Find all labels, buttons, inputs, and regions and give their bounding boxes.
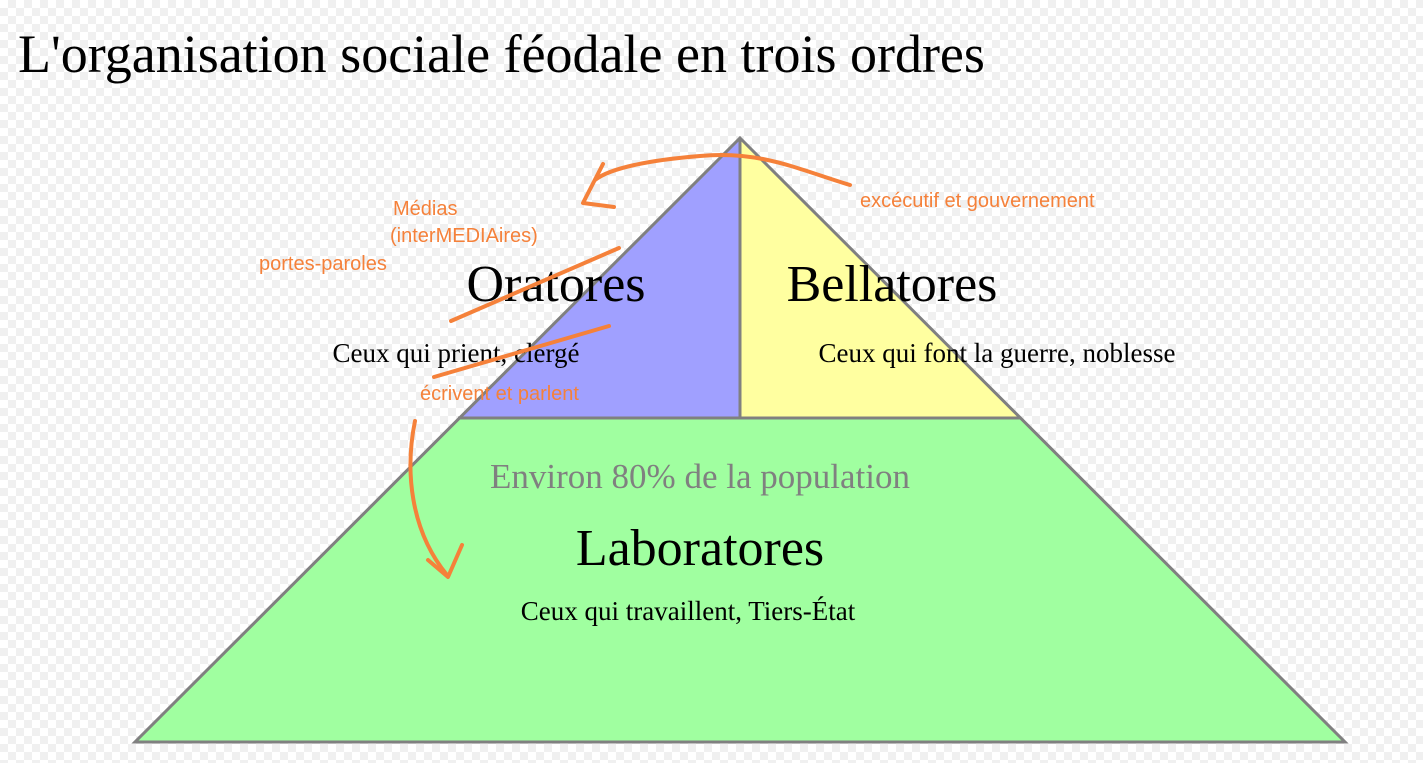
oratores-description: Ceux qui prient, clergé bbox=[333, 338, 580, 368]
annotation-executif: excécutif et gouvernement bbox=[860, 190, 1095, 212]
annotation-intermediaires: (interMEDIAires) bbox=[390, 225, 538, 247]
annotation-strokes bbox=[408, 152, 852, 579]
annotation-medias: Médias bbox=[393, 198, 457, 220]
strike-clerge bbox=[432, 324, 611, 379]
page-title: L'organisation sociale féodale en trois … bbox=[18, 24, 985, 84]
curved-arrow-down bbox=[408, 419, 449, 577]
annotation-ecrivent: écrivent et parlent bbox=[420, 383, 579, 405]
strike-oratores bbox=[449, 246, 621, 323]
laboratores-section bbox=[135, 418, 1345, 742]
bellatores-description: Ceux qui font la guerre, noblesse bbox=[819, 338, 1176, 368]
laboratores-description: Ceux qui travaillent, Tiers-État bbox=[521, 596, 856, 626]
oratores-label: Oratores bbox=[466, 256, 645, 313]
pyramid-outline bbox=[131, 135, 1349, 744]
bellatores-label: Bellatores bbox=[787, 256, 998, 313]
arrowhead-top bbox=[581, 162, 616, 209]
laboratores-label: Laboratores bbox=[576, 520, 824, 577]
annotation-portes-paroles: portes-paroles bbox=[259, 253, 387, 275]
arrowhead-down bbox=[426, 543, 464, 579]
laboratores-share: Environ 80% de la population bbox=[490, 457, 910, 496]
curved-arrow-top bbox=[593, 152, 852, 187]
